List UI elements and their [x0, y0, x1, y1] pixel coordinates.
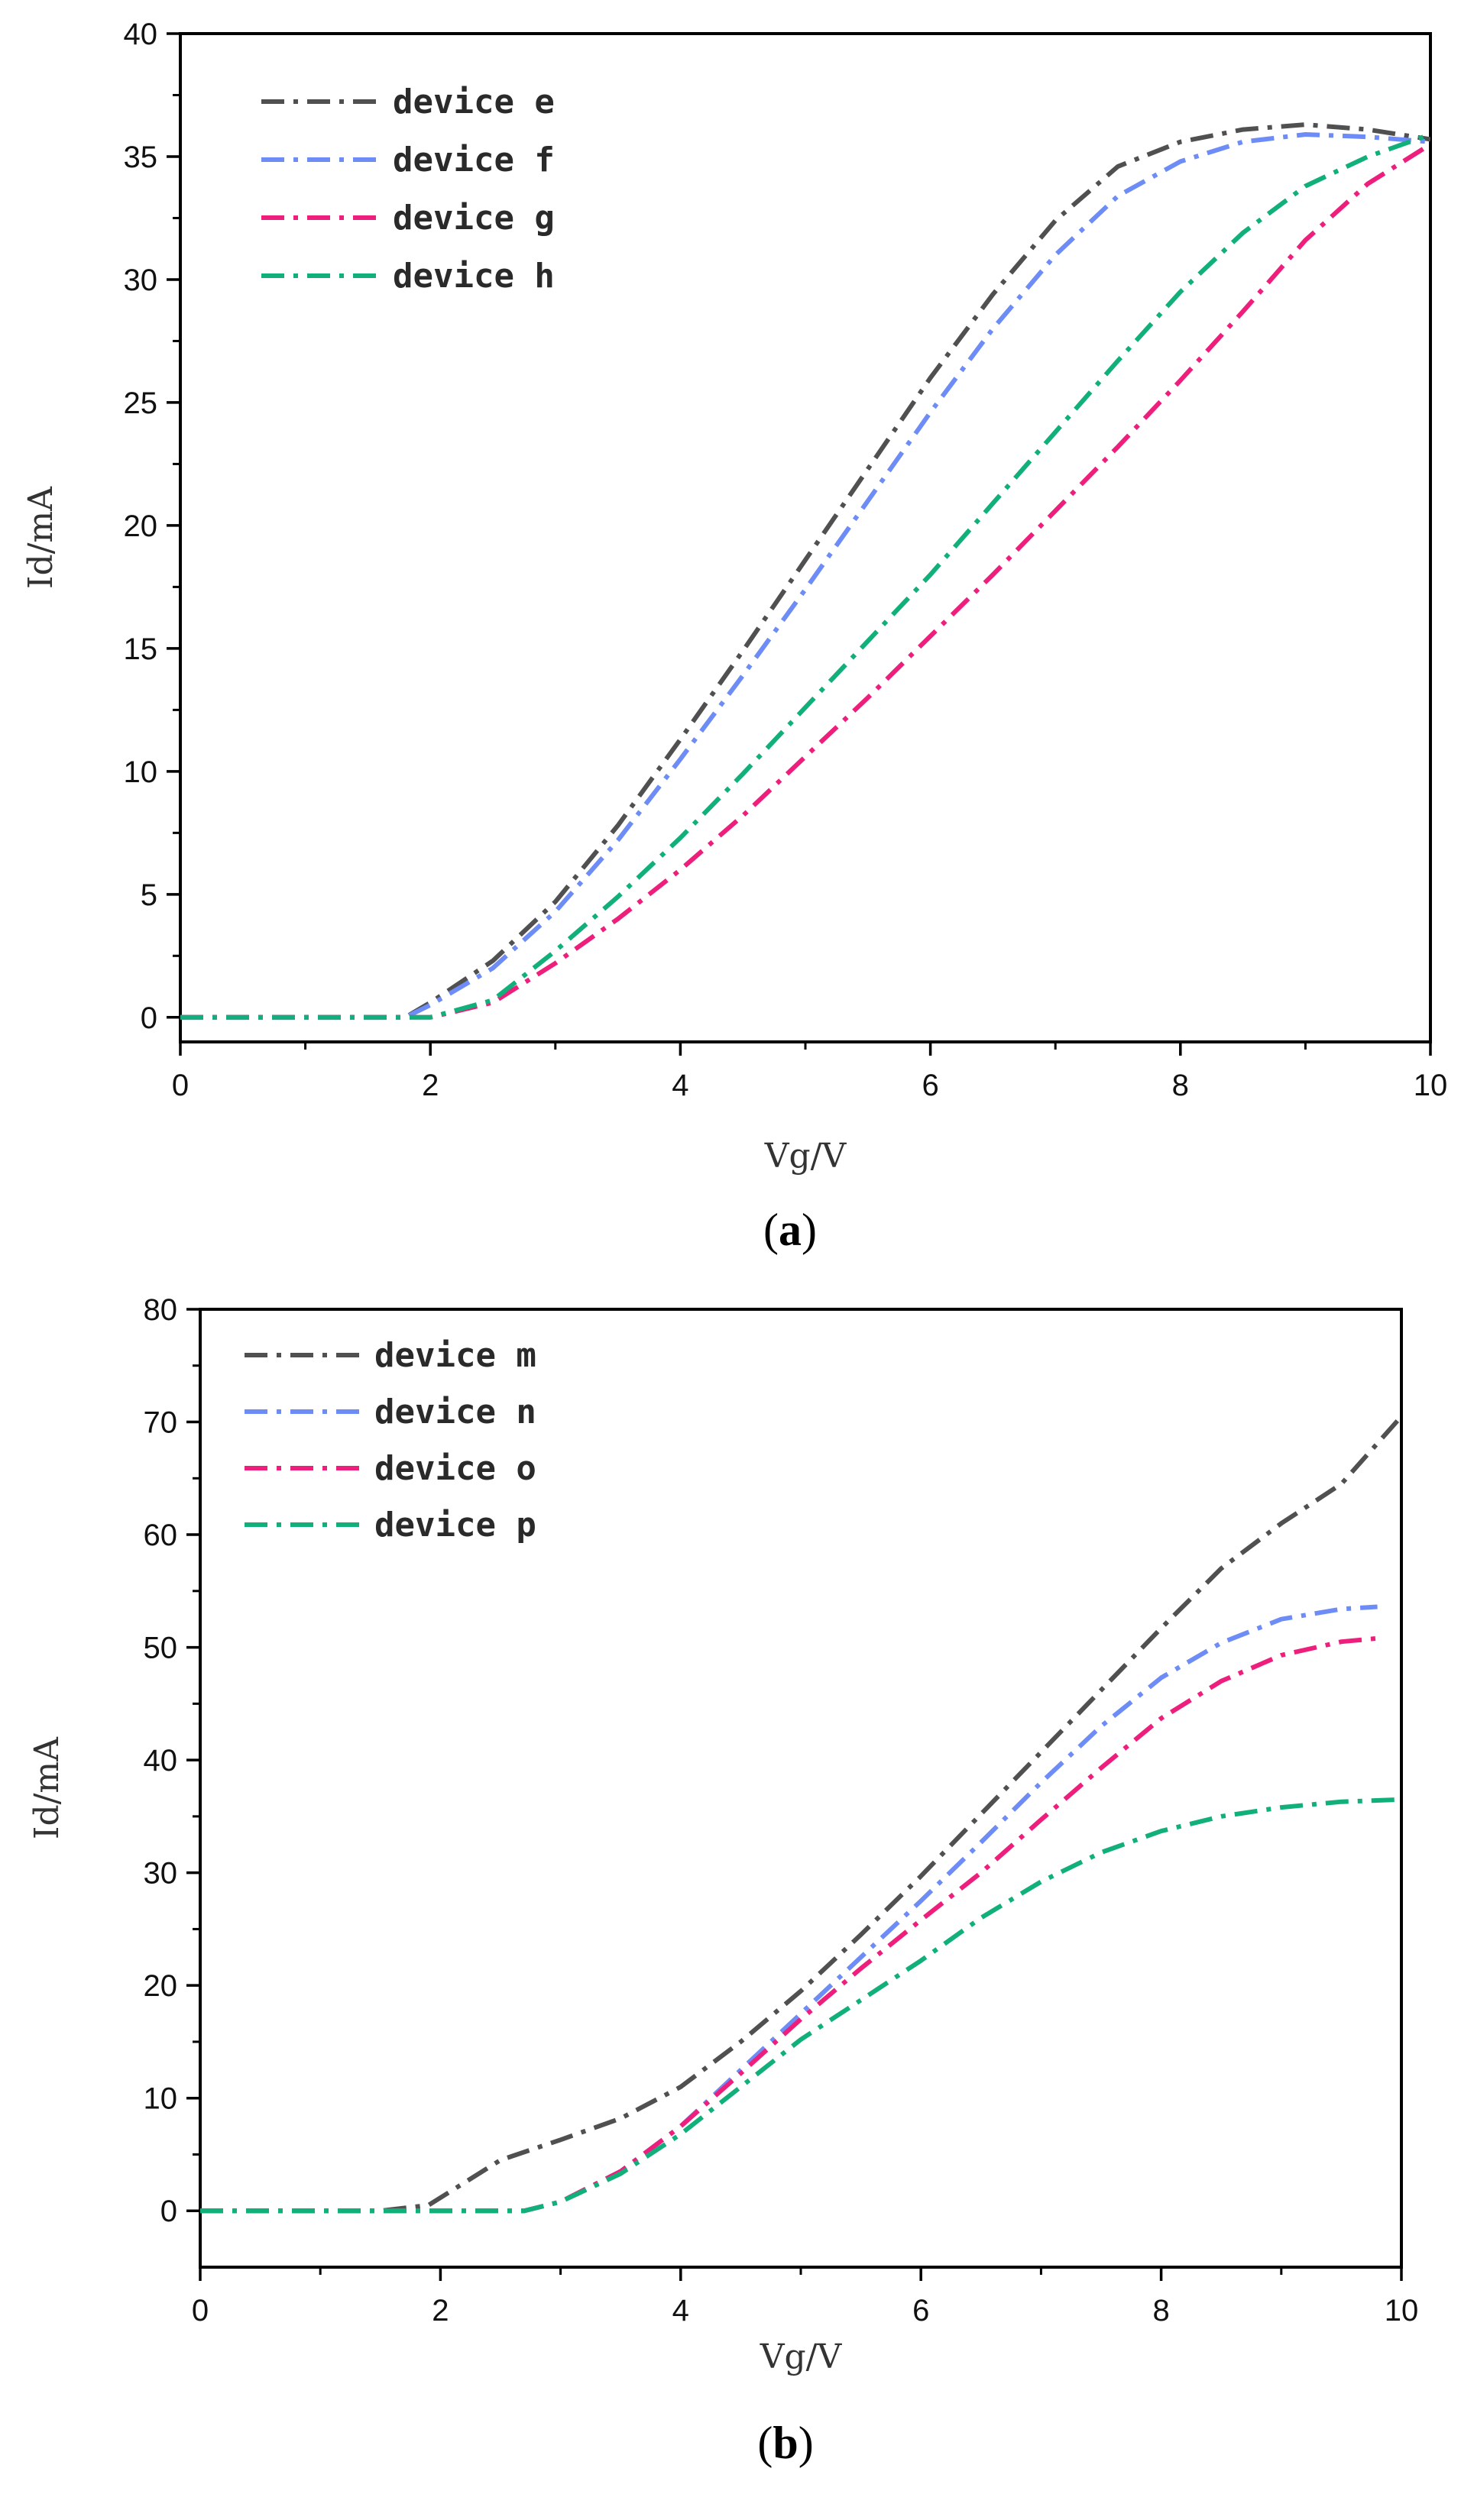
- legend-label-device-m: device m: [374, 1336, 536, 1375]
- y-tick-label: 10: [124, 755, 158, 789]
- x-tick-label: 4: [672, 2294, 689, 2328]
- panel-label-letter: a: [779, 1205, 802, 1255]
- y-tick-label: 40: [144, 1744, 178, 1778]
- y-tick-label: 0: [141, 1001, 157, 1035]
- y-tick-label: 70: [144, 1406, 178, 1440]
- chart-panel-b: 0 2 4 6 8 10 0 10 20 30 40 50 60 70 80 Vg/V Id/mA device …: [28, 1293, 1418, 2468]
- y-tick-label: 20: [144, 1969, 178, 2003]
- series-line-device-g: [180, 142, 1430, 1020]
- legend-label-device-h: device h: [393, 257, 555, 296]
- panel-label-letter: b: [773, 2418, 798, 2468]
- x-tick-label: 2: [432, 2294, 449, 2328]
- legend-label-device-p: device p: [374, 1506, 536, 1545]
- x-axis-title: Vg/V: [760, 2337, 843, 2376]
- y-axis-title: Id/mA: [28, 1736, 66, 1839]
- y-tick-label: 40: [124, 18, 158, 51]
- x-tick-label: 8: [1152, 2294, 1169, 2328]
- y-tick-label: 60: [144, 1519, 178, 1552]
- x-tick-label: 6: [922, 1069, 938, 1102]
- series-line-device-e: [180, 122, 1430, 1020]
- y-tick-label: 20: [124, 509, 158, 543]
- series-line-device-n: [200, 1604, 1378, 2214]
- x-tick-label: 4: [672, 1069, 688, 1102]
- panel-label-open: (: [763, 1205, 779, 1255]
- plot-frame: [179, 32, 1432, 1043]
- x-tick-label: 0: [192, 2294, 209, 2328]
- y-tick-label: 30: [124, 264, 158, 297]
- legend-label-device-e: device e: [393, 82, 555, 121]
- series-lines: [180, 122, 1430, 1020]
- y-tick-label: 25: [124, 387, 158, 420]
- panel-label-b: (b): [757, 2418, 813, 2468]
- y-tick-label: 50: [144, 1632, 178, 1665]
- y-tick-label: 5: [141, 878, 157, 912]
- y-tick-label: 80: [144, 1293, 178, 1327]
- y-tick-label: 15: [124, 632, 158, 666]
- x-tick-label: 10: [1414, 1069, 1448, 1102]
- chart-panel-a: 0 2 4 6 8 10 0 5 10 15 20 25 30 35 40 Vg/V Id/mA device e…: [21, 18, 1447, 1255]
- series-line-device-m: [200, 1415, 1401, 2214]
- panel-label-close: ): [802, 1205, 817, 1255]
- x-tick-label: 6: [912, 2294, 929, 2328]
- legend-label-device-g: device g: [393, 199, 555, 238]
- x-tick-label: 8: [1172, 1069, 1189, 1102]
- series-line-device-o: [200, 1635, 1378, 2214]
- legend: device m device n device o device p: [245, 1336, 536, 1545]
- y-axis-title: Id/mA: [21, 486, 60, 589]
- x-axis-title: Vg/V: [764, 1137, 847, 1176]
- x-tick-label: 10: [1385, 2294, 1419, 2328]
- y-tick-label: 35: [124, 141, 158, 174]
- series-line-device-f: [180, 132, 1430, 1020]
- series-lines: [200, 1415, 1401, 2214]
- legend-label-device-o: device o: [374, 1449, 536, 1488]
- panel-label-close: ): [799, 2418, 814, 2468]
- y-tick-label: 0: [160, 2195, 177, 2228]
- y-tick-label: 30: [144, 1857, 178, 1891]
- x-tick-label: 0: [172, 1069, 189, 1102]
- panel-label-open: (: [757, 2418, 773, 2468]
- legend-label-device-n: device n: [374, 1393, 536, 1431]
- x-tick-label: 2: [422, 1069, 439, 1102]
- y-tick-label: 10: [144, 2082, 178, 2116]
- series-line-device-p: [200, 1797, 1401, 2214]
- series-line-device-h: [180, 132, 1430, 1020]
- legend-label-device-f: device f: [393, 141, 555, 180]
- panel-label-a: (a): [763, 1205, 817, 1255]
- legend: device e device f device g device h: [261, 82, 555, 296]
